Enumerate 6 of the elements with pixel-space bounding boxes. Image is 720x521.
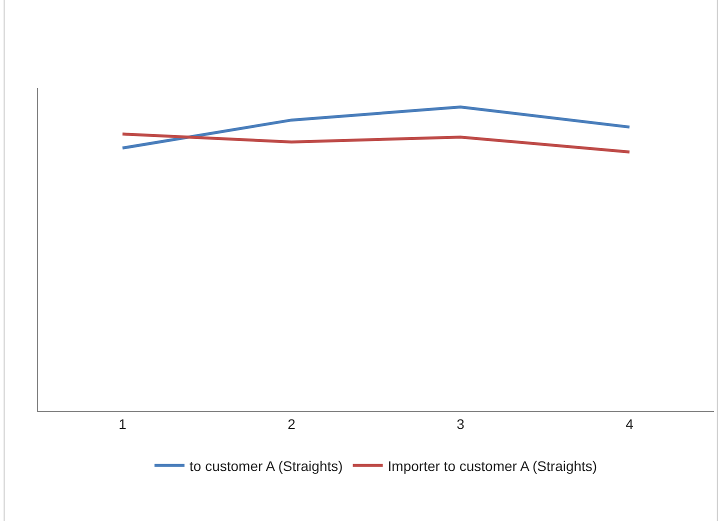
- x-tick-label: 2: [288, 416, 296, 432]
- legend-label: to customer A (Straights): [190, 458, 343, 474]
- x-tick-label: 4: [626, 416, 634, 432]
- legend-label: Importer to customer A (Straights): [388, 458, 598, 474]
- x-tick-label: 3: [456, 416, 465, 432]
- x-tick-label: 1: [118, 416, 127, 432]
